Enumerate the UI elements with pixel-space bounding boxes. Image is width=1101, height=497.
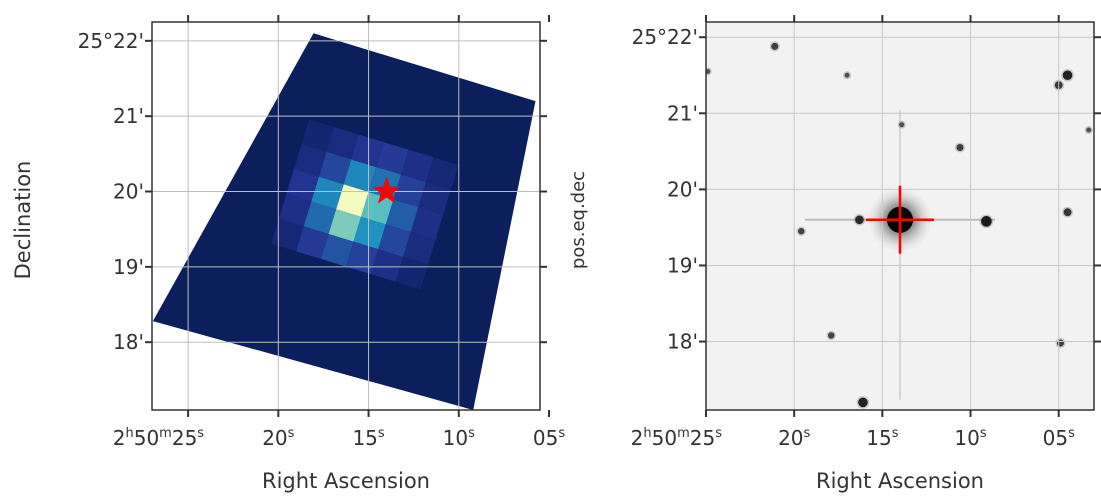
right-x-tick-labels: 2h50m25s 20s 15s 10s 05s xyxy=(631,426,1075,450)
left-y-tick-labels: 25°22' 21' 20' 19' 18' xyxy=(78,29,144,354)
y-tick-label: 20' xyxy=(113,180,144,204)
heatmap-pixel xyxy=(301,119,335,152)
heatmap-pixel xyxy=(395,256,429,290)
heatmap-pixel xyxy=(345,241,379,275)
x-tick-label: 05s xyxy=(1043,426,1075,450)
y-tick-label: 20' xyxy=(667,177,698,201)
y-tick-label: 21' xyxy=(113,104,144,128)
heatmap-pixel xyxy=(370,249,404,282)
heatmap-pixel xyxy=(326,127,359,160)
y-tick-label: 21' xyxy=(667,101,698,125)
heatmap-pixel xyxy=(286,169,319,202)
y-tick-label: 19' xyxy=(113,255,144,279)
left-frame xyxy=(151,21,541,411)
x-tick-label: 20s xyxy=(262,426,294,450)
heatmap-pixel xyxy=(378,224,411,257)
heatmap-pixel xyxy=(318,151,352,185)
right-ticks xyxy=(699,15,1101,417)
field-star xyxy=(1086,127,1092,133)
heatmap-pixel xyxy=(410,207,444,240)
heatmap-pixel xyxy=(296,226,329,259)
heatmap-pixel xyxy=(293,144,327,177)
field-star xyxy=(1056,339,1064,347)
heatmap-pixel xyxy=(278,194,312,227)
field-star xyxy=(706,68,711,74)
left-ticks xyxy=(145,15,551,417)
right-panel: 2h50m25s 20s 15s 10s 05s 25°22'21'20'19'18' … xyxy=(568,15,1101,493)
left-x-axis-label: Right Ascension xyxy=(262,469,430,493)
heatmap-pixel xyxy=(311,176,344,210)
heatmap-pixel xyxy=(418,182,451,215)
right-y-axis-label: pos.eq.dec xyxy=(568,171,589,269)
heatmap-pixel xyxy=(393,174,426,208)
field-star xyxy=(828,332,835,339)
y-tick-label: 25°22' xyxy=(632,25,698,49)
field-star xyxy=(771,42,779,50)
heatmap-pixels xyxy=(271,119,459,290)
heatmap-pixel xyxy=(336,184,369,217)
right-x-axis-label: Right Ascension xyxy=(816,469,984,493)
field-star xyxy=(858,397,868,408)
heatmap-pixel xyxy=(425,157,459,190)
left-grid xyxy=(152,22,540,410)
heatmap-pixel xyxy=(403,231,436,265)
left-y-axis-label: Declination xyxy=(11,161,35,280)
left-x-tick-labels: 2h50m25s 20s 15s 10s 05s xyxy=(113,426,566,450)
field-star xyxy=(855,215,864,225)
target-star-marker xyxy=(372,176,401,204)
heatmap-pixel xyxy=(328,209,362,242)
field-star xyxy=(981,216,992,227)
heatmap-pixel xyxy=(401,149,434,183)
x-tick-label: 20s xyxy=(778,426,810,450)
y-tick-label: 19' xyxy=(667,253,698,277)
heatmap-pixel xyxy=(271,218,304,252)
left-panel: 2h50m25s 20s 15s 10s 05s 25°22'21'20'19'18' … xyxy=(11,15,565,493)
x-tick-label: 2h50m25s xyxy=(113,426,205,450)
target-crosshair xyxy=(866,185,934,254)
right-grid xyxy=(706,22,1094,410)
x-tick-label: 05s xyxy=(533,426,565,450)
heatmap-pixel xyxy=(303,201,337,235)
field-star xyxy=(1062,70,1073,81)
heatmap-pixel xyxy=(351,134,384,168)
y-tick-label: 25°22' xyxy=(78,29,144,53)
y-tick-label: 18' xyxy=(113,330,144,354)
x-tick-label: 10s xyxy=(954,426,986,450)
heatmap-pixel xyxy=(385,199,419,233)
x-tick-label: 15s xyxy=(866,426,898,450)
field-star xyxy=(899,122,905,128)
right-frame xyxy=(705,21,1095,411)
x-tick-label: 15s xyxy=(352,426,384,450)
right-y-tick-labels: 25°22' 21' 20' 19' 18' xyxy=(632,25,698,353)
heatmap-pixel xyxy=(376,142,409,175)
x-tick-label: 2h50m25s xyxy=(631,426,723,450)
field-star xyxy=(844,72,850,78)
field-star xyxy=(956,144,964,152)
heatmap-pixel xyxy=(360,191,394,225)
y-tick-label: 18' xyxy=(667,330,698,354)
heatmap-pixel xyxy=(320,234,354,267)
heatmap-pixel xyxy=(353,216,386,250)
field-star xyxy=(1063,208,1072,217)
field-star xyxy=(798,228,805,235)
x-tick-label: 10s xyxy=(443,426,475,450)
heatmap-pixel xyxy=(343,159,377,192)
